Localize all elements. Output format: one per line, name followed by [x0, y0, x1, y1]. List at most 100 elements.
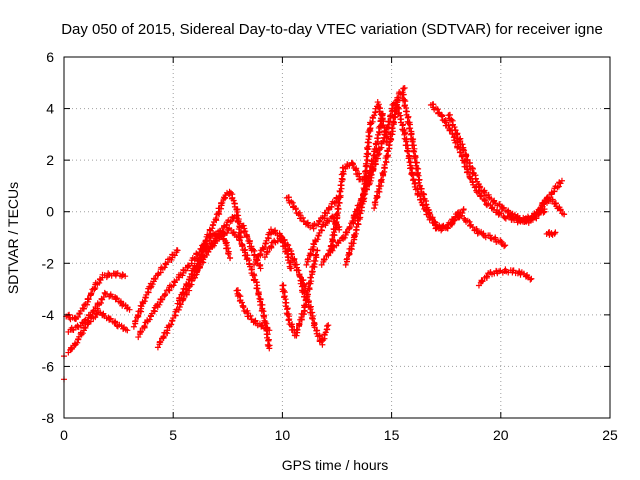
- data-point: [411, 155, 418, 162]
- series-arc-8: [192, 225, 273, 352]
- data-point: [141, 322, 148, 329]
- data-point: [246, 260, 253, 267]
- data-point: [314, 236, 321, 243]
- data-point: [307, 274, 314, 281]
- data-point: [378, 176, 385, 183]
- data-point: [438, 113, 445, 120]
- data-point: [505, 208, 512, 215]
- data-point: [346, 223, 353, 230]
- data-point: [147, 313, 154, 320]
- data-point: [416, 182, 423, 189]
- data-point: [210, 242, 217, 249]
- data-point: [159, 296, 166, 303]
- data-point: [360, 195, 367, 202]
- data-point: [134, 311, 141, 318]
- data-point: [332, 219, 339, 226]
- data-point: [156, 301, 163, 308]
- data-point: [175, 306, 182, 313]
- data-point: [268, 243, 275, 250]
- data-point: [349, 218, 356, 225]
- data-point: [296, 320, 303, 327]
- data-point: [343, 255, 350, 262]
- data-point: [439, 223, 446, 230]
- data-point: [481, 189, 488, 196]
- data-point: [152, 275, 159, 282]
- data-point: [261, 244, 268, 251]
- data-point: [168, 321, 175, 328]
- data-point: [404, 148, 411, 155]
- data-point: [162, 290, 169, 297]
- x-tick-label: 15: [384, 427, 400, 443]
- data-point: [186, 276, 193, 283]
- data-point: [324, 210, 331, 217]
- data-point: [160, 333, 167, 340]
- data-point: [344, 229, 351, 236]
- data-point: [219, 199, 226, 206]
- series-arc-3: [65, 307, 131, 356]
- data-point: [339, 176, 346, 183]
- data-point: [370, 165, 377, 172]
- data-point: [301, 282, 308, 289]
- data-point: [380, 122, 387, 129]
- data-point: [230, 197, 237, 204]
- data-point: [318, 261, 325, 268]
- data-point: [288, 251, 295, 258]
- data-point: [379, 138, 386, 145]
- data-point: [357, 210, 364, 217]
- axis-ticks: 0 5 10 15 20 25 -8 -6 -4 -2 0 2 4 6: [42, 49, 618, 443]
- data-point: [369, 114, 376, 121]
- data-point: [285, 317, 292, 324]
- data-point: [292, 206, 299, 213]
- data-point: [170, 282, 177, 289]
- data-point: [209, 225, 216, 232]
- data-point: [342, 261, 349, 268]
- data-point: [205, 248, 212, 255]
- data-point: [461, 147, 468, 154]
- data-point: [171, 252, 178, 259]
- series-arc-10: [251, 226, 295, 272]
- data-point: [378, 140, 385, 147]
- data-point: [240, 222, 247, 229]
- data-point: [460, 146, 467, 153]
- data-point: [196, 262, 203, 269]
- series-arc-19: [349, 100, 397, 225]
- data-point: [280, 282, 287, 289]
- data-point: [209, 222, 216, 229]
- series-arc-20: [371, 84, 408, 212]
- data-point: [132, 318, 139, 325]
- data-point: [214, 237, 221, 244]
- data-point: [388, 136, 395, 143]
- data-point: [514, 214, 521, 221]
- data-point: [552, 229, 559, 236]
- data-point: [135, 334, 142, 341]
- data-point: [74, 339, 81, 346]
- data-point: [230, 229, 237, 236]
- data-point: [459, 141, 466, 148]
- data-point: [495, 268, 502, 275]
- data-point: [192, 274, 199, 281]
- data-point: [247, 312, 254, 319]
- data-point: [321, 332, 328, 339]
- y-axis-label: SDTVAR / TECUs: [5, 182, 21, 294]
- data-point: [409, 172, 416, 179]
- data-point: [349, 161, 356, 168]
- data-point: [185, 280, 192, 287]
- data-point: [328, 246, 335, 253]
- data-point: [401, 130, 408, 137]
- data-point: [451, 124, 458, 131]
- data-point: [266, 327, 273, 334]
- data-point: [311, 324, 318, 331]
- data-point: [97, 299, 104, 306]
- data-point: [337, 182, 344, 189]
- data-point: [225, 251, 232, 258]
- data-point: [400, 91, 407, 98]
- data-point: [238, 299, 245, 306]
- data-points: [61, 84, 568, 383]
- data-point: [401, 84, 408, 91]
- data-point: [288, 265, 295, 272]
- data-point: [225, 250, 232, 257]
- data-point: [367, 177, 374, 184]
- data-point: [294, 326, 301, 333]
- data-point: [303, 293, 310, 300]
